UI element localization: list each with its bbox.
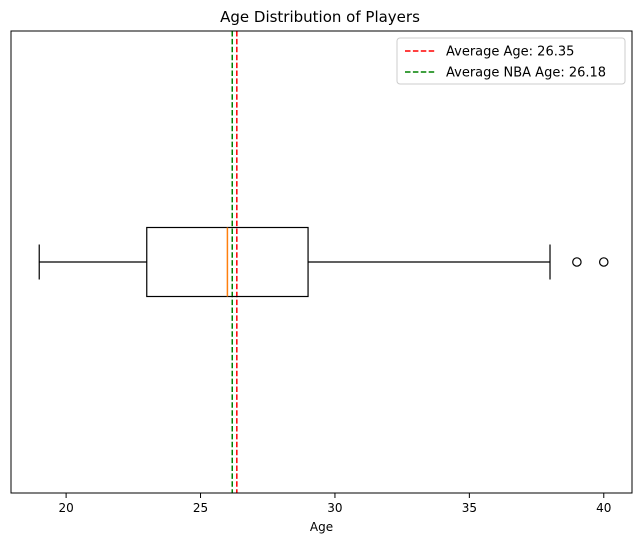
plot-frame: [10, 30, 633, 494]
legend-box: [396, 37, 626, 85]
x-tick-label-30: 30: [327, 501, 342, 515]
boxplot-group: [38, 226, 609, 298]
x-tick-label-35: 35: [462, 501, 477, 515]
chart-title: Age Distribution of Players: [220, 8, 420, 26]
outlier-1: [572, 257, 582, 267]
outlier-2: [598, 257, 609, 267]
x-tick-label-40: 40: [596, 501, 611, 515]
x-axis-label: Age: [310, 520, 333, 534]
legend-label-1: Average Age: 26.35: [446, 45, 574, 60]
reference-lines-group: [231, 31, 238, 493]
legend: Average Age: 26.35 Average NBA Age: 26.18: [396, 37, 626, 85]
legend-label-2: Average NBA Age: 26.18: [446, 66, 606, 81]
x-tick-label-25: 25: [193, 501, 208, 515]
x-axis: 20 25 30 35 40: [58, 493, 611, 515]
x-tick-label-20: 20: [58, 501, 73, 515]
